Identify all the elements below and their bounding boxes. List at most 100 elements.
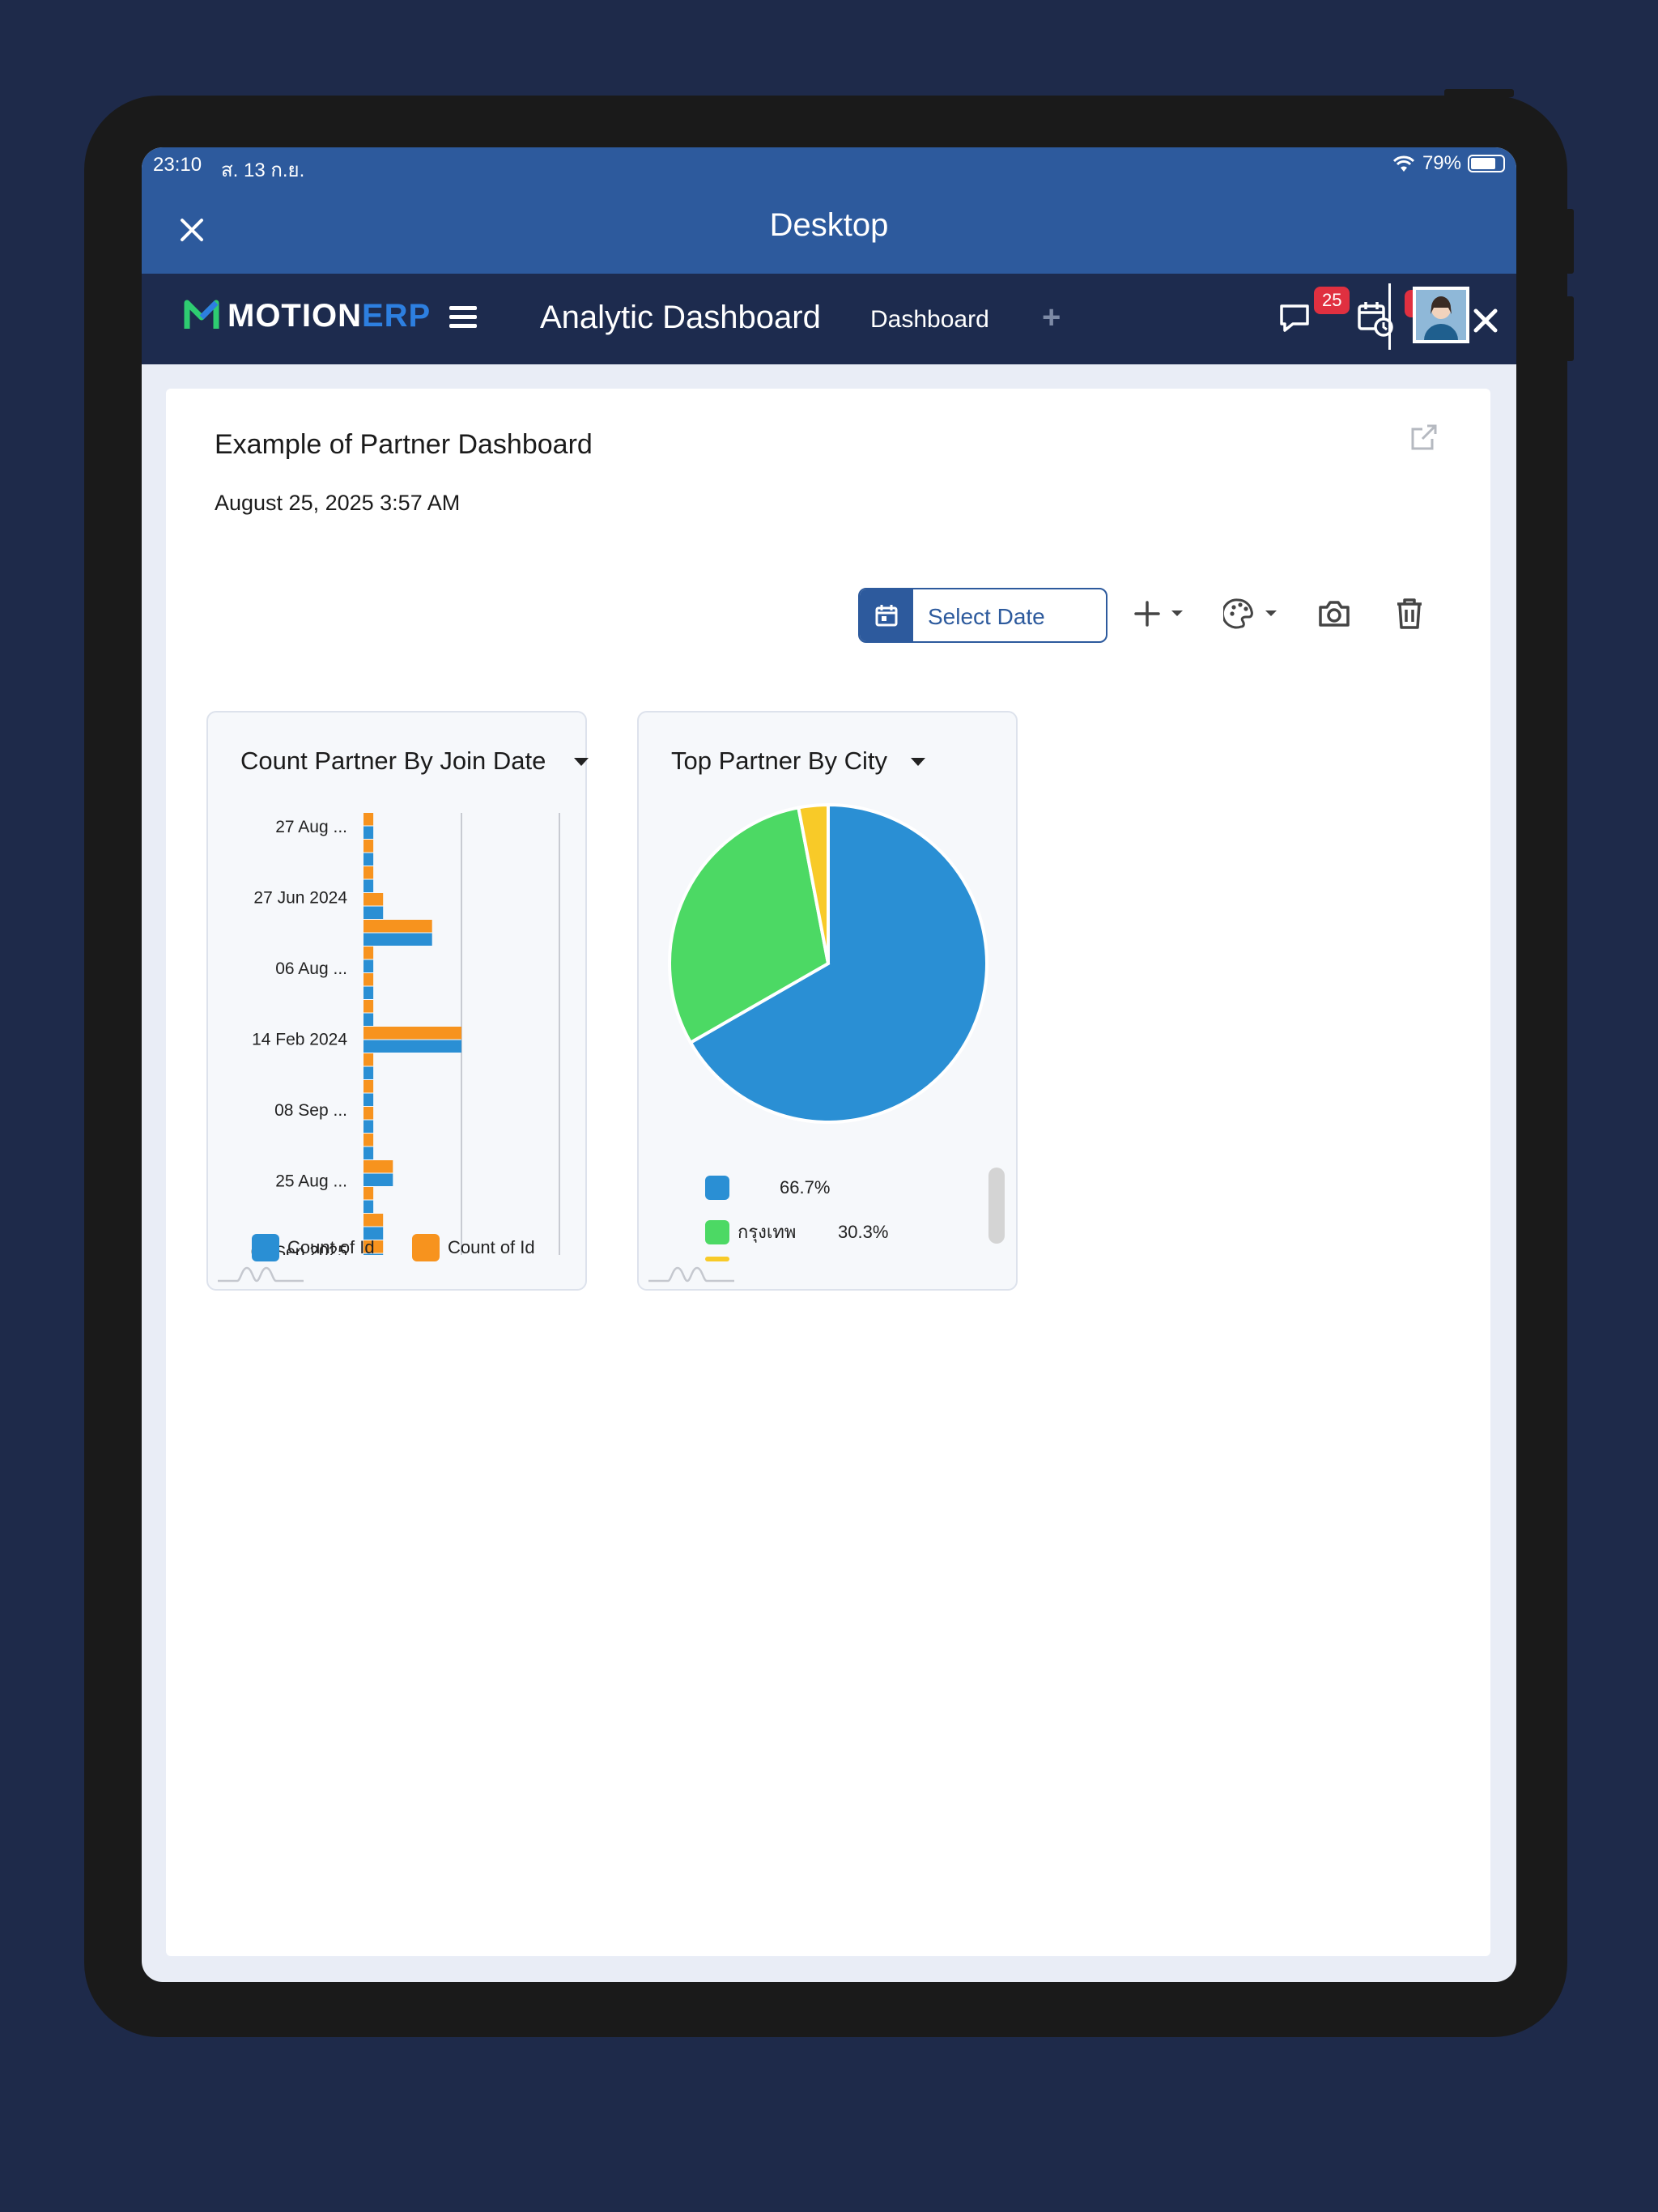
bar-orange[interactable] (363, 973, 374, 986)
legend-label: Count of Id (448, 1237, 535, 1257)
open-external-icon[interactable] (1409, 423, 1439, 452)
legend-swatch (705, 1176, 729, 1200)
calendar-icon (860, 589, 913, 641)
title-bar: Desktop (142, 188, 1516, 274)
add-tab-button[interactable]: + (1042, 300, 1061, 335)
bar-blue[interactable] (363, 1066, 374, 1080)
bar-orange[interactable] (363, 1053, 374, 1066)
bar-orange[interactable] (363, 893, 384, 906)
status-right: 79% (1392, 152, 1505, 175)
legend-swatch-partial (705, 1257, 729, 1261)
app-logo[interactable]: MOTIONERP (182, 296, 431, 335)
legend-value: 66.7% (780, 1177, 831, 1197)
bar-orange[interactable] (363, 1000, 374, 1013)
y-tick-label: 27 Jun 2024 (253, 889, 347, 908)
pie-slice[interactable] (796, 802, 830, 964)
bar-blue[interactable] (363, 1013, 374, 1027)
pie-slice[interactable] (668, 806, 831, 1045)
y-tick-label: 08 Sep ... (274, 1101, 347, 1120)
battery-icon (1468, 155, 1505, 172)
bar-blue[interactable] (363, 1040, 461, 1053)
bar-orange[interactable] (363, 840, 374, 853)
y-tick-label: 27 Aug ... (275, 818, 347, 836)
bar-blue[interactable] (363, 959, 374, 973)
bar-blue[interactable] (363, 1200, 374, 1214)
trash-icon[interactable] (1395, 598, 1424, 630)
legend-item[interactable]: 66.7% (705, 1176, 830, 1200)
pie-slice[interactable] (688, 802, 988, 1124)
bar-blue[interactable] (363, 1173, 393, 1187)
legend-swatch (705, 1219, 729, 1244)
add-widget-icon[interactable] (1134, 598, 1191, 630)
bar-blue[interactable] (363, 986, 374, 1000)
legend-swatch (252, 1234, 279, 1261)
select-date-label: Select Date (928, 604, 1045, 629)
bar-orange[interactable] (363, 1214, 384, 1227)
bar-blue[interactable] (363, 879, 374, 893)
palette-icon[interactable] (1223, 598, 1285, 630)
bar-orange[interactable] (363, 1187, 374, 1200)
hardware-top-button (1444, 89, 1514, 97)
legend-label: กรุงเทพ (738, 1222, 797, 1242)
watermark-icon (648, 1266, 734, 1283)
navbar-divider (1388, 283, 1391, 350)
bar-blue[interactable] (363, 853, 374, 866)
chat-badge: 25 (1314, 287, 1350, 314)
bar-blue[interactable] (363, 826, 374, 840)
legend-item[interactable]: กรุงเทพ 30.3% (705, 1218, 888, 1246)
tools-icon[interactable] (1469, 304, 1502, 337)
bar-orange[interactable] (363, 946, 374, 959)
bar-blue[interactable] (363, 1120, 374, 1134)
avatar[interactable] (1413, 287, 1469, 343)
y-tick-label: 06 Aug ... (275, 959, 347, 978)
bar-orange[interactable] (363, 920, 432, 933)
chevron-down-icon[interactable] (911, 758, 925, 766)
status-time: 23:10 (153, 154, 202, 176)
calendar-clock-icon[interactable] (1354, 298, 1395, 338)
date-picker[interactable]: Select Date (858, 588, 1107, 643)
dashboard-panel: Example of Partner Dashboard August 25, … (166, 389, 1490, 1956)
legend-item[interactable]: Count of Id (412, 1234, 535, 1261)
widget-title: Top Partner By City (671, 747, 888, 775)
legend-scrollbar[interactable] (988, 1168, 1005, 1244)
bar-blue[interactable] (363, 1227, 384, 1240)
hardware-volume-down (1566, 296, 1574, 361)
bar-orange[interactable] (363, 1107, 374, 1120)
watermark-icon (218, 1266, 304, 1283)
screen: 23:10 ส. 13 ก.ย. 79% Desktop MOTIONERP (142, 147, 1516, 1982)
legend-item[interactable]: Count of Id (252, 1234, 375, 1261)
widget-top-city: Top Partner By City 66.7% กรุงเทพ 30.3% (637, 711, 1018, 1291)
bar-orange[interactable] (363, 1134, 374, 1146)
legend-swatch (412, 1234, 440, 1261)
legend-value: 30.3% (838, 1221, 889, 1242)
close-icon[interactable] (174, 212, 210, 248)
bar-orange[interactable] (363, 1027, 461, 1040)
bar-orange[interactable] (363, 1240, 384, 1253)
bar-blue[interactable] (363, 1093, 374, 1107)
wifi-icon (1392, 155, 1415, 172)
bar-blue[interactable] (363, 1253, 384, 1256)
camera-icon[interactable] (1317, 598, 1351, 630)
bar-orange[interactable] (363, 1080, 374, 1093)
status-bar: 23:10 ส. 13 ก.ย. 79% (142, 147, 1516, 188)
bar-orange[interactable] (363, 866, 374, 879)
app-navbar: MOTIONERP Analytic Dashboard Dashboard +… (142, 274, 1516, 364)
pie-chart (668, 802, 988, 1124)
bar-blue[interactable] (363, 1146, 374, 1160)
widget-title: Count Partner By Join Date (240, 747, 546, 775)
menu-icon[interactable] (449, 306, 477, 329)
bar-blue[interactable] (363, 906, 384, 920)
dashboard-title: Example of Partner Dashboard (215, 429, 593, 460)
tab-dashboard[interactable]: Dashboard (870, 306, 989, 333)
battery-percent: 79% (1422, 152, 1461, 174)
window-title: Desktop (769, 207, 889, 243)
logo-mark-icon (184, 300, 219, 329)
bar-orange[interactable] (363, 1160, 393, 1173)
y-tick-label: 14 Feb 2024 (252, 1031, 347, 1049)
bar-orange[interactable] (363, 813, 374, 826)
chevron-down-icon[interactable] (574, 758, 589, 766)
dashboard-timestamp: August 25, 2025 3:57 AM (215, 491, 461, 515)
chat-icon[interactable] (1275, 298, 1316, 338)
bar-blue[interactable] (363, 933, 432, 946)
